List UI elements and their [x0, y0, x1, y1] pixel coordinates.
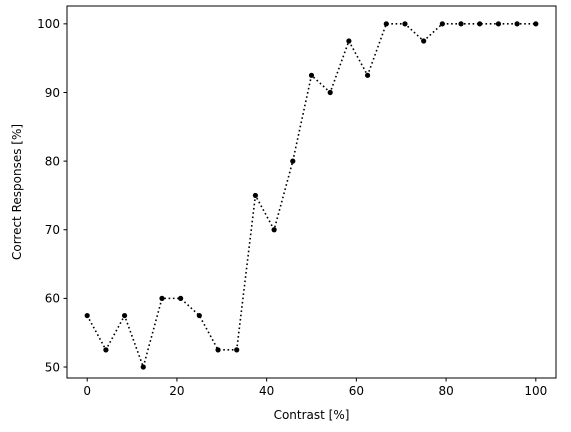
- x-tick-label: 80: [438, 384, 453, 398]
- data-point: [402, 21, 408, 27]
- data-point: [196, 312, 202, 319]
- x-axis-ticks: 0 20 40 60 80 100: [83, 378, 547, 398]
- x-axis-label: Contrast [%]: [274, 408, 350, 422]
- data-point: [327, 89, 333, 96]
- data-point: [271, 227, 277, 233]
- data-point: [346, 38, 352, 44]
- y-tick-label: 60: [45, 292, 60, 306]
- y-axis-ticks: 50 60 70 80 90 100: [37, 17, 67, 374]
- y-tick-label: 90: [45, 86, 60, 100]
- x-tick-label: 100: [524, 384, 547, 398]
- data-point: [215, 347, 221, 353]
- data-point: [178, 295, 184, 301]
- data-point: [103, 347, 109, 353]
- data-point: [383, 21, 389, 27]
- data-point: [84, 312, 90, 319]
- plot-area: [84, 21, 539, 370]
- data-point: [533, 21, 539, 27]
- data-point: [140, 364, 146, 370]
- data-point: [439, 21, 445, 27]
- data-point: [290, 158, 296, 164]
- y-tick-label: 100: [37, 17, 60, 31]
- data-point: [159, 295, 165, 301]
- data-point: [121, 312, 128, 319]
- x-tick-label: 40: [259, 384, 274, 398]
- data-point: [252, 192, 259, 199]
- y-tick-label: 50: [45, 360, 60, 374]
- x-tick-label: 20: [169, 384, 184, 398]
- data-point: [514, 21, 520, 27]
- axes-frame: [66, 5, 557, 379]
- y-axis-label: Correct Responses [%]: [10, 124, 24, 260]
- x-tick-label: 0: [83, 384, 91, 398]
- data-point: [308, 72, 315, 78]
- data-point: [477, 21, 483, 27]
- data-point: [364, 72, 371, 78]
- x-tick-label: 60: [349, 384, 364, 398]
- data-point: [421, 38, 427, 44]
- y-tick-label: 80: [45, 154, 60, 168]
- y-tick-label: 70: [45, 223, 60, 237]
- data-point: [234, 347, 240, 353]
- data-point: [495, 21, 502, 27]
- data-point: [458, 21, 464, 27]
